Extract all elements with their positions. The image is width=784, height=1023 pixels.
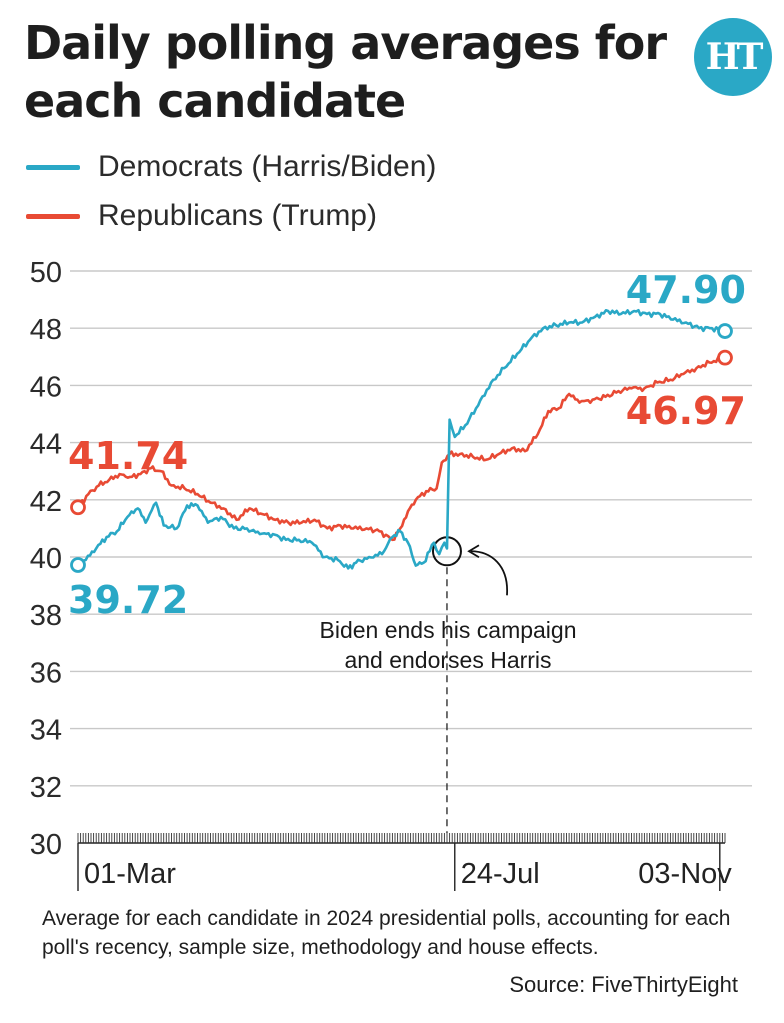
- annotation-group: Biden ends his campaign and endorses Harr…: [320, 536, 577, 833]
- annotation-arrowhead: [467, 544, 480, 559]
- legend-label-democrats: Democrats (Harris/Biden): [98, 150, 437, 183]
- line-chart: 30 32 34 36 38 40 42 44 46 48 50 01-Mar 24-Jul 03-No…: [30, 257, 752, 891]
- start-marker-republicans: [70, 499, 86, 516]
- legend-swatch-republicans: [26, 213, 80, 219]
- x-tick-label: 03-Nov: [638, 858, 732, 890]
- y-axis-tick-labels: 30 32 34 36 38 40 42 44 46 48 50: [30, 257, 62, 861]
- footnote: Average for each candidate in 2024 presi…: [42, 907, 731, 959]
- y-tick-label: 30: [30, 829, 62, 861]
- x-tick-label: 01-Mar: [84, 858, 176, 890]
- y-tick-label: 36: [30, 657, 62, 689]
- y-tick-label: 40: [30, 543, 62, 575]
- end-label-republicans: 46.97: [626, 389, 746, 433]
- y-tick-label: 48: [30, 314, 62, 346]
- x-tick-label: 24-Jul: [461, 858, 540, 890]
- line-republicans: [77, 355, 726, 542]
- annotation-arrow: [470, 550, 508, 596]
- line-democrats: [76, 308, 726, 570]
- y-tick-label: 42: [30, 486, 62, 518]
- annotation-text: and endorses Harris: [344, 647, 551, 673]
- chart-title: Daily polling averages for each candidat…: [24, 16, 667, 128]
- data-labels: 41.74 46.97 39.72 47.90: [68, 268, 746, 622]
- ht-logo: HT: [694, 18, 772, 96]
- start-label-republicans: 41.74: [68, 434, 188, 478]
- start-label-democrats: 39.72: [68, 578, 188, 622]
- y-tick-label: 44: [30, 429, 62, 461]
- x-axis: 01-Mar 24-Jul 03-Nov: [77, 833, 732, 891]
- legend-item-republicans: Republicans (Trump): [26, 196, 377, 236]
- legend-swatch-democrats: [26, 164, 80, 170]
- series-lines: [70, 308, 733, 573]
- y-tick-label: 46: [30, 371, 62, 403]
- end-marker-democrats: [717, 323, 733, 339]
- legend-item-democrats: Democrats (Harris/Biden): [26, 147, 436, 187]
- annotation-text: Biden ends his campaign: [320, 617, 577, 643]
- end-marker-republicans: [717, 349, 733, 366]
- y-tick-label: 50: [30, 257, 62, 289]
- y-tick-label: 38: [30, 600, 62, 632]
- gridlines: [70, 270, 752, 787]
- x-axis-minor-ticks: [77, 833, 726, 843]
- source-credit: Source: FiveThirtyEight: [509, 972, 738, 997]
- y-tick-label: 32: [30, 772, 62, 804]
- end-label-democrats: 47.90: [626, 268, 746, 312]
- y-tick-label: 34: [30, 715, 62, 747]
- legend-label-republicans: Republicans (Trump): [98, 199, 377, 232]
- start-marker-democrats: [70, 557, 86, 573]
